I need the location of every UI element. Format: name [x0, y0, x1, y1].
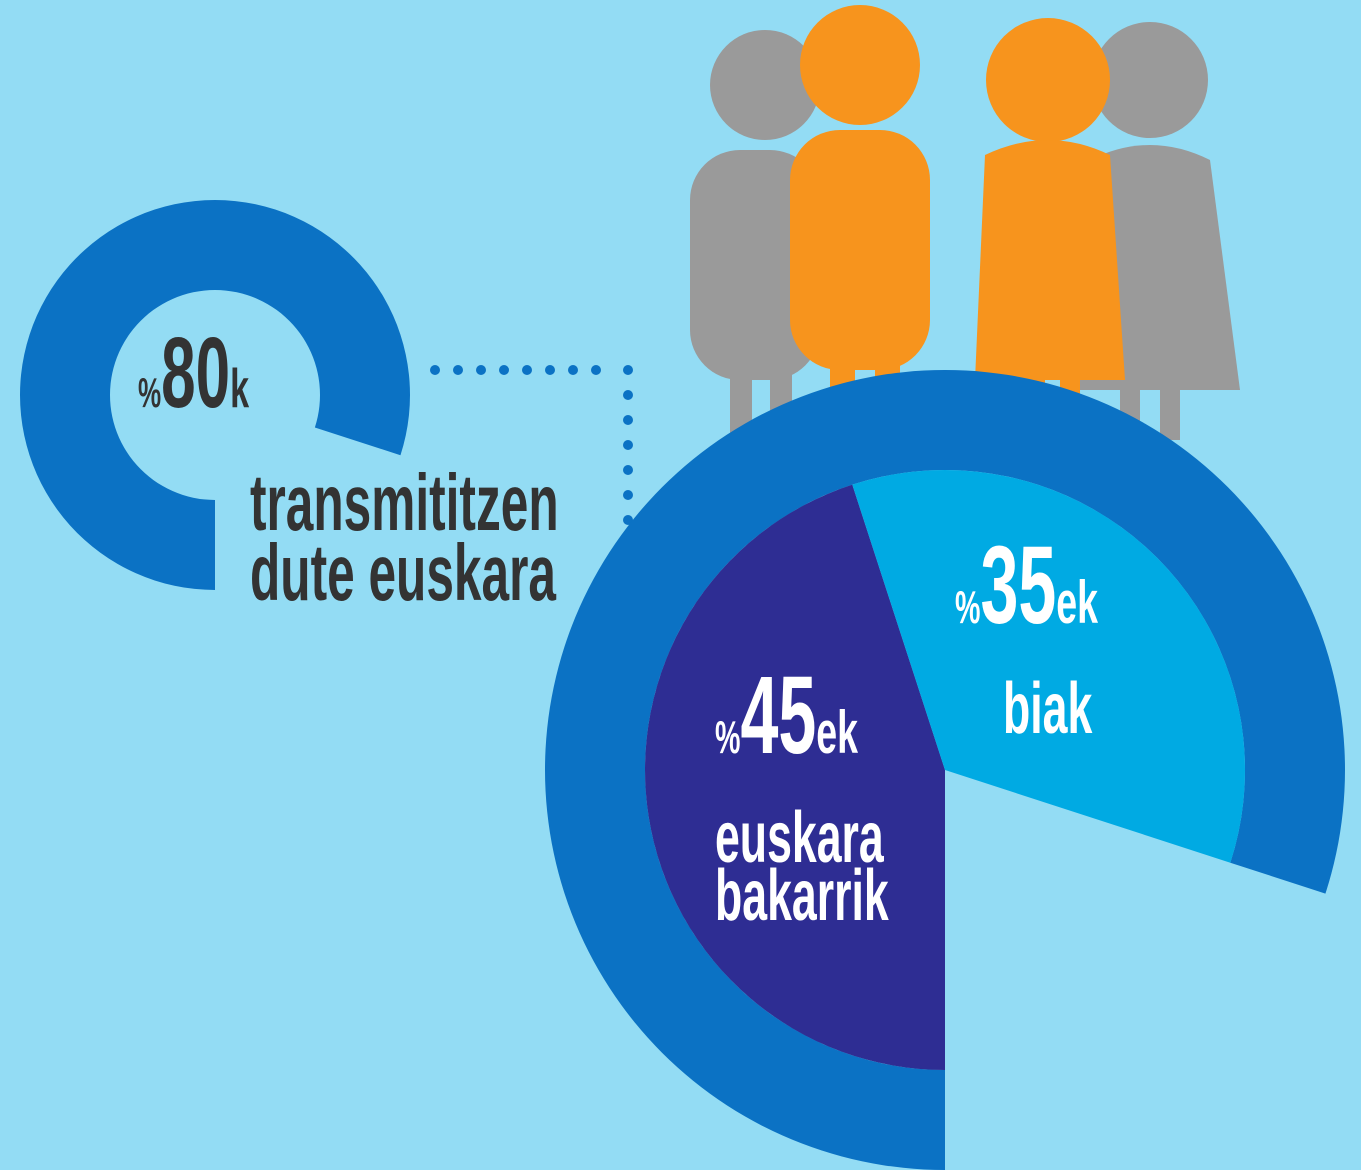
donut-description: dute euskara: [250, 529, 557, 618]
pie-slice: [852, 470, 1245, 863]
pie-category-label: biak: [1003, 668, 1093, 749]
pie-value-label: %45ek: [715, 655, 859, 778]
pie-slice: [645, 484, 945, 1070]
connector: [430, 365, 633, 525]
donut-description: transmititzen: [250, 459, 559, 548]
pie-category-label: euskara bakarrik: [715, 797, 896, 936]
pie-value-label: %35ek: [955, 525, 1099, 648]
people-illustration: [690, 5, 1240, 440]
donut-value-label: %80k: [138, 317, 249, 429]
donut-arc: [20, 200, 411, 590]
